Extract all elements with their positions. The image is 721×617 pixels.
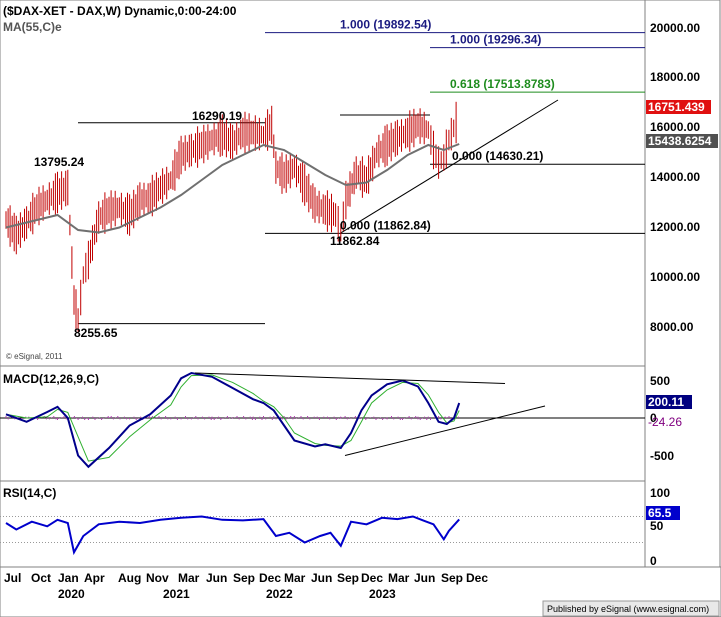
fib-level-label: 1.000 (19892.54) <box>340 18 431 32</box>
annotation-8255: 8255.65 <box>74 326 118 340</box>
footer-text: Published by eSignal (www.esignal.com) <box>547 604 709 614</box>
macd-upper-trendline <box>194 372 506 384</box>
y-axis-area <box>644 0 721 568</box>
macd-tick: -500 <box>650 449 674 463</box>
x-month: Mar <box>388 571 410 585</box>
macd-lower-trendline <box>344 405 546 456</box>
fib-level-label: 0.000 (11862.84) <box>340 218 431 232</box>
x-month: Jul <box>4 571 21 585</box>
x-year: 2022 <box>266 587 293 601</box>
price-panel <box>0 0 646 367</box>
x-month: Apr <box>84 571 105 585</box>
x-month: Jun <box>206 571 227 585</box>
rsi-tick: 100 <box>650 486 670 500</box>
rsi-title: RSI(14,C) <box>3 486 56 500</box>
macd-tick: 500 <box>650 374 670 388</box>
rsi-value-box <box>646 506 680 520</box>
x-month: Sep <box>337 571 359 585</box>
fib-level-label: 1.000 (19296.34) <box>450 33 541 47</box>
x-month: Oct <box>31 571 51 585</box>
rsi-tick: 50 <box>650 519 664 533</box>
hist-value-label: -24.26 <box>648 415 682 429</box>
copyright: © eSignal, 2011 <box>6 352 63 361</box>
chart-title: ($DAX-XET - DAX,W) Dynamic,0:00-24:00 <box>3 4 237 18</box>
y-tick: 12000.00 <box>650 220 700 234</box>
rsi-panel <box>0 480 646 568</box>
y-tick: 18000.00 <box>650 70 700 84</box>
x-year: 2020 <box>58 587 85 601</box>
macd-line <box>5 371 461 469</box>
ma-line <box>5 143 460 234</box>
x-month: Jan <box>58 571 79 585</box>
last-price-box <box>646 100 711 114</box>
y-tick: 10000.00 <box>650 270 700 284</box>
macd-value-box <box>646 395 692 409</box>
rsi-value-label: 65.5 <box>648 506 672 520</box>
last-ma-box <box>646 134 718 148</box>
annotation-16290: 16290.19 <box>192 109 242 123</box>
macd-title: MACD(12,26,9,C) <box>3 372 99 386</box>
x-month: Jun <box>414 571 435 585</box>
x-month: Nov <box>146 571 169 585</box>
x-month: Dec <box>259 571 281 585</box>
x-month: Jun <box>311 571 332 585</box>
y-tick: 16000.00 <box>650 120 700 134</box>
x-month: Mar <box>284 571 306 585</box>
x-month: Dec <box>466 571 488 585</box>
annotation-13795: 13795.24 <box>34 155 84 169</box>
footer-box <box>542 600 720 617</box>
x-month: Dec <box>361 571 383 585</box>
x-month: Aug <box>118 571 141 585</box>
x-month: Mar <box>178 571 200 585</box>
y-tick: 20000.00 <box>650 21 700 35</box>
x-month: Sep <box>441 571 463 585</box>
macd-panel <box>0 365 646 482</box>
macd-tick: 0 <box>650 411 657 425</box>
x-month: Sep <box>233 571 255 585</box>
y-tick: 8000.00 <box>650 320 694 334</box>
annotation-11862: 11862.84 <box>330 234 380 248</box>
x-year: 2021 <box>163 587 190 601</box>
rsi-tick: 0 <box>650 554 657 568</box>
trendline <box>339 99 559 234</box>
ma-label: MA(55,C)e <box>3 20 62 34</box>
rsi-line <box>5 515 460 556</box>
last-ma-label: 15438.6254 <box>648 134 712 148</box>
fib-level-label: 0.000 (14630.21) <box>452 149 543 163</box>
x-year: 2023 <box>369 587 396 601</box>
fib-level-label: 0.618 (17513.8783) <box>450 77 555 91</box>
last-price-label: 16751.439 <box>648 100 705 114</box>
y-tick: 14000.00 <box>650 170 700 184</box>
macd-value-label: 200.11 <box>648 395 684 409</box>
